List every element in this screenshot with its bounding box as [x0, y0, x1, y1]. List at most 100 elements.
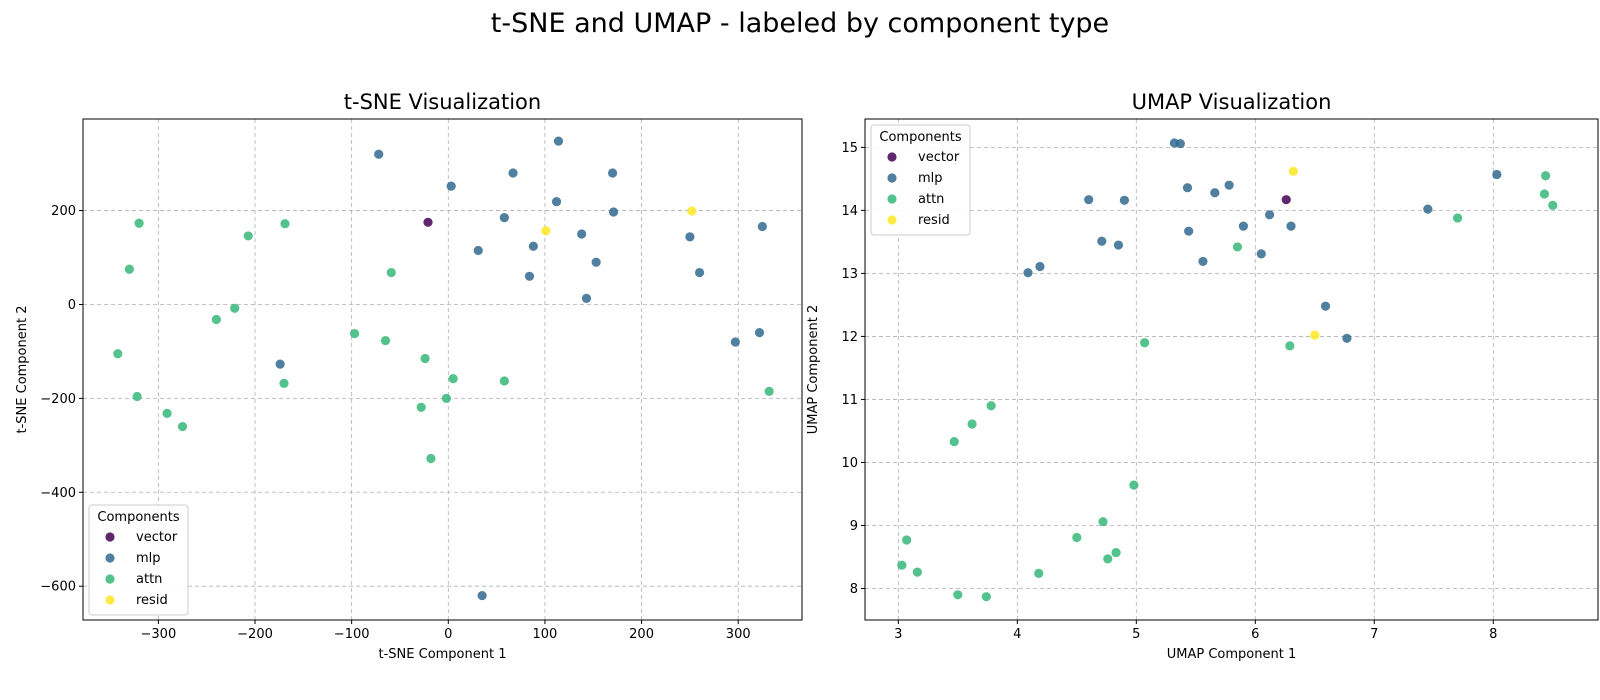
point-mlp: [1238, 221, 1248, 231]
point-attn: [426, 453, 436, 464]
point-mlp: [577, 229, 587, 239]
point-mlp: [499, 213, 509, 223]
point-mlp: [1175, 138, 1185, 149]
point-attn: [499, 376, 509, 386]
point-mlp: [1035, 261, 1045, 272]
plot-frame: [82, 118, 803, 621]
tick-label-x: 8: [1489, 627, 1497, 642]
point-mlp: [607, 168, 618, 178]
point-attn: [386, 267, 396, 278]
tsne-x-axis-label: t-SNE Component 1: [379, 647, 507, 662]
point-attn: [416, 402, 426, 412]
tsne-y-axis-label: t-SNE Component 2: [15, 306, 30, 434]
point-attn: [1452, 213, 1463, 223]
point-attn: [902, 535, 912, 545]
point-mlp: [1423, 204, 1433, 214]
point-attn: [349, 328, 360, 339]
point-attn: [177, 421, 188, 432]
point-attn: [953, 590, 963, 600]
tsne-title: t-SNE Visualization: [344, 90, 541, 114]
point-mlp: [477, 590, 487, 601]
point-mlp: [694, 267, 705, 278]
point-vector: [1281, 195, 1291, 205]
point-mlp: [524, 271, 535, 281]
point-attn: [448, 374, 458, 384]
plot-frame: [864, 118, 1599, 621]
point-attn: [230, 303, 240, 313]
legend-title: Components: [97, 510, 179, 525]
point-mlp: [608, 207, 619, 217]
tick-label-x: 100: [533, 627, 558, 642]
point-attn: [441, 393, 451, 403]
umap-y-axis-label: UMAP Component 2: [806, 305, 821, 434]
tick-label-y: 14: [841, 204, 858, 219]
umap-x-axis-label: UMAP Component 1: [1167, 647, 1296, 662]
point-attn: [1129, 480, 1139, 490]
point-attn: [986, 401, 996, 411]
point-mlp: [591, 257, 601, 267]
tick-label-y: −600: [40, 580, 76, 595]
point-attn: [243, 231, 253, 241]
point-attn: [1232, 242, 1243, 252]
point-attn: [764, 386, 774, 396]
legend-marker-resid: [887, 215, 897, 225]
point-attn: [280, 219, 290, 229]
point-mlp: [275, 359, 285, 369]
point-mlp: [508, 168, 518, 178]
legend-marker-vector: [887, 152, 897, 162]
legend-label-mlp: mlp: [136, 551, 161, 566]
point-mlp: [1023, 268, 1033, 278]
tick-label-x: 7: [1370, 627, 1378, 642]
point-mlp: [1492, 169, 1502, 180]
point-mlp: [754, 328, 765, 338]
legend-box: [870, 124, 971, 236]
point-attn: [211, 314, 221, 325]
point-attn: [132, 391, 142, 402]
point-attn: [124, 264, 134, 274]
legend-label-vector: vector: [918, 150, 960, 165]
tick-label-y: −200: [40, 392, 76, 407]
tick-label-x: −300: [141, 627, 177, 642]
tick-label-x: 6: [1251, 627, 1259, 642]
point-mlp: [757, 221, 767, 232]
point-mlp: [1342, 333, 1352, 343]
point-attn: [1548, 200, 1558, 210]
point-attn: [1111, 547, 1121, 558]
point-attn: [1098, 517, 1108, 527]
point-mlp: [473, 245, 483, 256]
point-mlp: [374, 149, 384, 159]
point-mlp: [1210, 188, 1220, 198]
tick-label-y: 0: [68, 298, 76, 313]
tick-label-y: 15: [841, 141, 858, 156]
tick-label-y: 8: [850, 582, 858, 597]
tick-label-x: 5: [1132, 627, 1140, 642]
point-mlp: [1256, 249, 1266, 259]
legend-box: [88, 504, 189, 616]
tick-label-x: 200: [629, 627, 654, 642]
point-attn: [134, 218, 144, 228]
legend-marker-attn: [887, 194, 897, 204]
point-mlp: [1264, 210, 1275, 220]
legend-marker-attn: [105, 574, 115, 584]
point-attn: [279, 378, 289, 388]
point-mlp: [1320, 301, 1331, 311]
legend-marker-vector: [105, 532, 115, 542]
tick-label-y: 11: [841, 393, 858, 408]
point-mlp: [1286, 221, 1296, 231]
tick-label-x: 3: [894, 627, 902, 642]
legend-label-mlp: mlp: [918, 171, 943, 186]
point-attn: [1103, 554, 1113, 564]
legend-label-vector: vector: [136, 530, 178, 545]
tick-label-y: 13: [841, 267, 858, 282]
umap-title: UMAP Visualization: [1132, 90, 1332, 114]
point-mlp: [685, 232, 695, 242]
point-attn: [949, 437, 959, 447]
point-resid: [1310, 330, 1320, 340]
tick-label-y: 10: [841, 456, 858, 471]
legend-marker-mlp: [105, 553, 115, 563]
point-mlp: [1198, 256, 1208, 267]
tick-label-x: 0: [444, 627, 452, 642]
legend-label-resid: resid: [918, 213, 950, 228]
point-resid: [687, 206, 697, 216]
